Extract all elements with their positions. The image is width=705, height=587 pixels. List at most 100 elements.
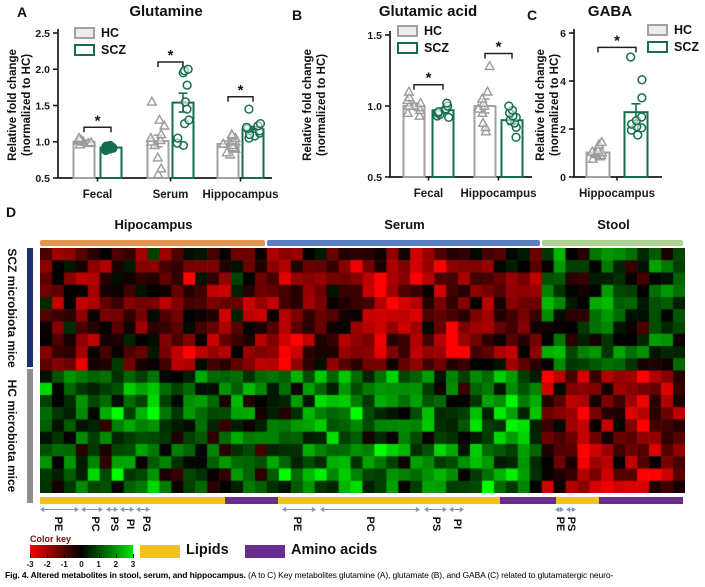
color-key-gradient <box>30 545 133 558</box>
scz-label: SCZ <box>101 43 126 57</box>
scz-label: SCZ <box>674 40 699 54</box>
heatmap-colgroup-bar-stool <box>541 240 683 246</box>
legend-row-scz: SCZ <box>74 43 126 57</box>
color-key-tick-label: -3 <box>26 560 34 569</box>
panel-b-legend: HC SCZ <box>397 24 449 55</box>
metabolite-label-ps: PS <box>430 516 442 532</box>
svg-text:Fecal: Fecal <box>414 188 443 200</box>
panel-a-legend: HC SCZ <box>74 26 126 57</box>
metabolite-label-pi: PI <box>451 518 463 530</box>
heatmap-colgroup-bar-hipocampus <box>40 240 265 246</box>
color-key-tick-label: -1 <box>60 560 68 569</box>
metabolite-span-arrows <box>40 506 576 513</box>
metabolite-heatmap <box>40 248 685 493</box>
svg-text:*: * <box>426 70 432 87</box>
color-key-tick-label: 1 <box>96 560 101 569</box>
scz-swatch <box>74 44 95 56</box>
color-key-tick <box>115 554 117 558</box>
svg-text:1.0: 1.0 <box>35 137 50 149</box>
scz-swatch <box>397 42 418 54</box>
hc-label: HC <box>101 26 120 40</box>
panel-c-title: GABA <box>587 3 633 20</box>
svg-text:Hippocampus: Hippocampus <box>202 189 278 201</box>
heatmap-colgroup-bars <box>40 240 685 246</box>
metabolite-label-pc: PC <box>364 516 376 532</box>
svg-text:Hippocampus: Hippocampus <box>460 188 536 200</box>
class-segment-amino-acids <box>599 497 683 504</box>
amino-acids-label: Amino acids <box>291 542 378 558</box>
class-segment-lipids <box>40 497 225 504</box>
color-key-tick-label: -2 <box>43 560 51 569</box>
svg-text:2: 2 <box>560 124 566 136</box>
panel-b-title: Glutamic acid <box>378 3 478 20</box>
color-key-tick <box>64 554 66 558</box>
color-key-tick <box>30 554 31 558</box>
svg-text:Hippocampus: Hippocampus <box>579 188 655 200</box>
panel-a-letter: A <box>17 4 28 20</box>
color-key-tick <box>98 554 100 558</box>
scz-rowgroup-bar <box>27 248 33 367</box>
bar-charts-canvas: 0.5 1.0 1.5 2.0 2.5 Fecal Serum Hippocampus * * * 0… <box>35 28 662 201</box>
svg-text:1.5: 1.5 <box>367 30 382 42</box>
color-key-tick <box>81 554 83 558</box>
heatmap-colgroup-label-stool: Stool <box>597 217 630 232</box>
svg-text:*: * <box>168 47 174 64</box>
panel-d-letter: D <box>6 204 17 220</box>
hc-label: HC <box>674 23 693 37</box>
class-segment-amino-acids <box>225 497 278 504</box>
svg-text:2.0: 2.0 <box>35 64 50 76</box>
heatmap-rowgroup-label-scz: SCZ microbiota mice <box>5 248 19 368</box>
panel-b-letter: B <box>292 7 303 23</box>
panel-a-title: Glutamine <box>129 3 203 20</box>
caption-text: (A to C) Key metabolites glutamine (A), … <box>248 570 614 580</box>
legend-row-hc: HC <box>397 24 449 38</box>
hc-swatch <box>74 27 95 39</box>
metabolite-label-pe: PE <box>52 516 64 532</box>
svg-text:*: * <box>614 32 620 49</box>
svg-text:*: * <box>238 82 244 99</box>
scz-label: SCZ <box>424 41 449 55</box>
legend-row-hc: HC <box>647 23 699 37</box>
svg-text:6: 6 <box>560 28 566 40</box>
svg-text:*: * <box>496 38 502 55</box>
legend-row-scz: SCZ <box>397 41 449 55</box>
svg-text:*: * <box>95 112 101 129</box>
color-key-tick-label: 3 <box>130 560 136 569</box>
legend-row-scz: SCZ <box>647 40 699 54</box>
scz-swatch <box>647 41 668 53</box>
svg-text:0.5: 0.5 <box>35 173 50 185</box>
hc-rowgroup-bar <box>27 369 33 503</box>
caption-bold: Fig. 4. Altered metabolites in stool, se… <box>5 570 246 580</box>
svg-text:2.5: 2.5 <box>35 28 50 40</box>
color-key-tick <box>47 554 49 558</box>
heatmap-colgroup-label-serum: Serum <box>384 217 425 232</box>
hc-swatch <box>647 24 668 36</box>
metabolite-label-pi: PI <box>124 518 136 530</box>
metabolite-label-pg: PG <box>140 516 152 532</box>
lipids-swatch <box>140 545 180 558</box>
svg-text:1.0: 1.0 <box>367 101 382 113</box>
heatmap-rowgroup-label-hc: HC microbiota mice <box>5 379 19 493</box>
panel-c-letter: C <box>527 7 538 23</box>
hc-label: HC <box>424 24 443 38</box>
class-segment-lipids <box>556 497 599 504</box>
svg-text:1.5: 1.5 <box>35 100 50 112</box>
svg-text:0.5: 0.5 <box>367 172 382 184</box>
figure-caption: Fig. 4. Altered metabolites in stool, se… <box>5 570 613 580</box>
heatmap-colgroup-bar-serum <box>266 240 540 246</box>
legend-row-hc: HC <box>74 26 126 40</box>
lipids-label: Lipids <box>186 542 229 558</box>
color-key-tick-label: 0 <box>79 560 84 569</box>
class-segment-amino-acids <box>500 497 556 504</box>
metabolite-label-ps: PS <box>108 516 120 532</box>
svg-text:Serum: Serum <box>153 189 189 201</box>
svg-text:0: 0 <box>560 172 566 184</box>
metabolite-label-pc: PC <box>89 516 101 532</box>
svg-text:Fecal: Fecal <box>83 189 112 201</box>
amino-acids-swatch <box>245 545 285 558</box>
metabolite-label-ps: PS <box>565 516 577 532</box>
svg-text:4: 4 <box>560 76 566 88</box>
metabolite-label-pe: PE <box>291 516 303 532</box>
hc-swatch <box>397 25 418 37</box>
